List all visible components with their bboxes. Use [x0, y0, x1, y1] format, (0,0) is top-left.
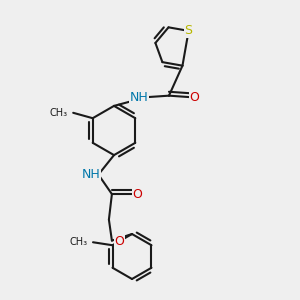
Text: O: O: [189, 91, 199, 104]
Text: CH₃: CH₃: [50, 108, 68, 118]
Text: CH₃: CH₃: [70, 237, 88, 247]
Text: S: S: [184, 24, 193, 38]
Text: NH: NH: [82, 168, 100, 181]
Text: NH: NH: [130, 91, 148, 104]
Text: O: O: [133, 188, 142, 201]
Text: O: O: [115, 235, 124, 248]
